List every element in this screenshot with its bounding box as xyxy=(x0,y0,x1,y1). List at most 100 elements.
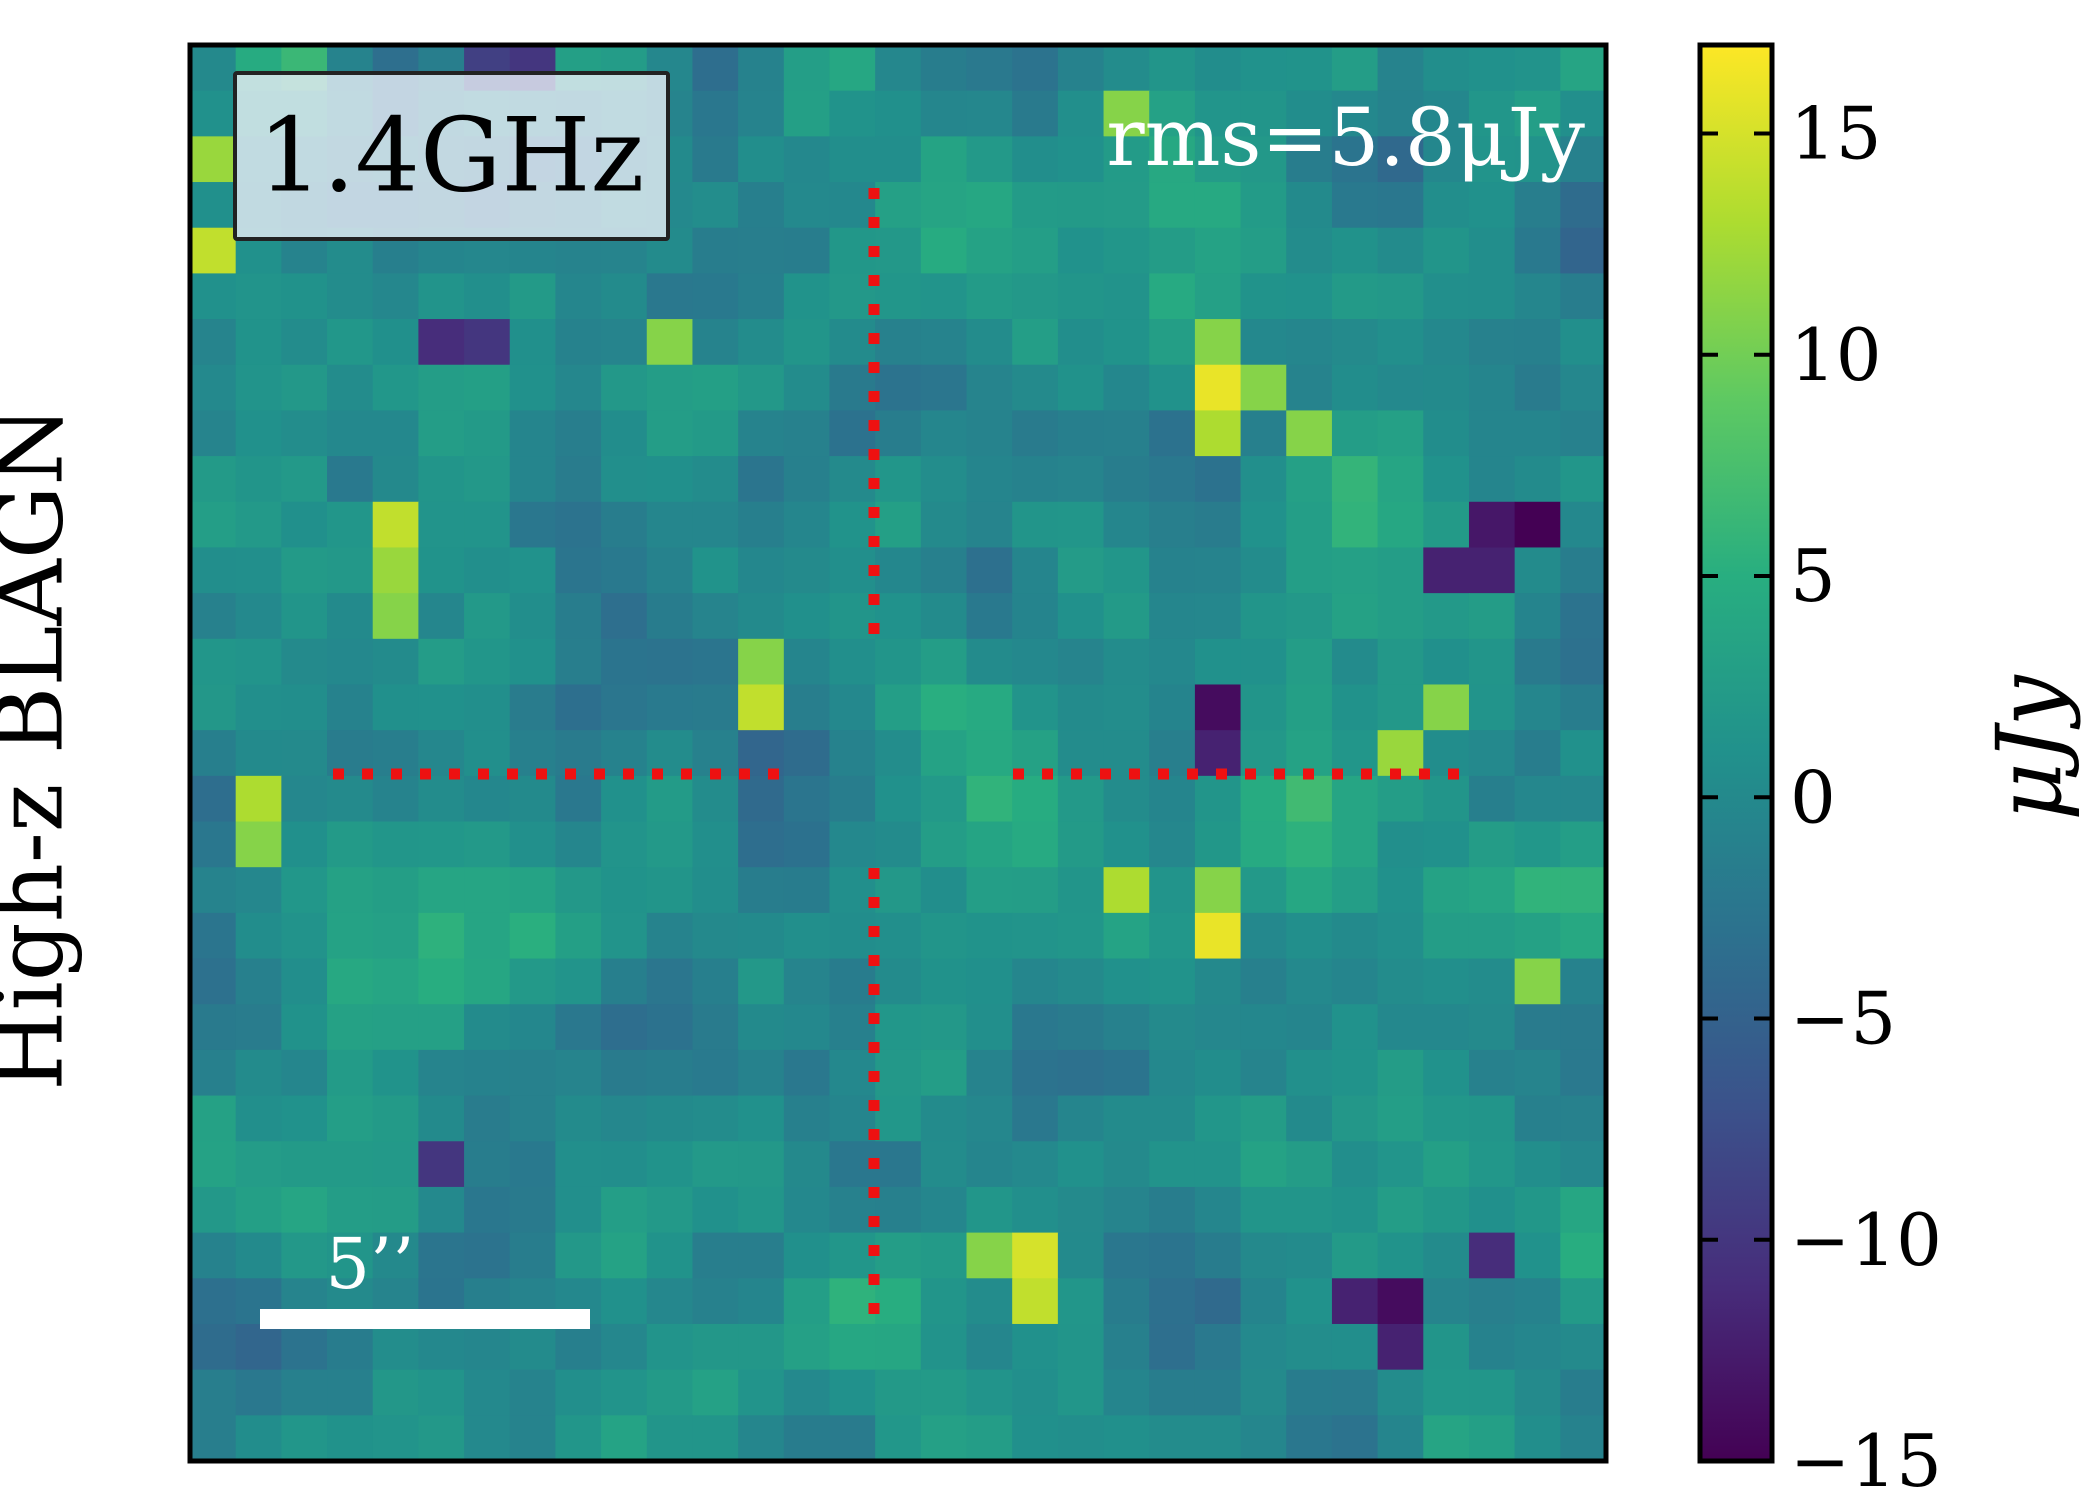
heatmap-cell xyxy=(966,501,1013,549)
heatmap-cell xyxy=(783,730,831,777)
heatmap-cell xyxy=(1514,1415,1561,1462)
heatmap-cell xyxy=(1149,821,1196,868)
heatmap-cell xyxy=(1377,867,1424,914)
heatmap-cell xyxy=(875,684,922,731)
heatmap-cell xyxy=(1057,593,1105,640)
heatmap-cell xyxy=(372,501,419,549)
heatmap-cell xyxy=(601,547,648,594)
heatmap-cell xyxy=(966,1323,1013,1371)
heatmap-cell xyxy=(555,912,602,960)
heatmap-cell xyxy=(1468,1141,1516,1188)
heatmap-cell xyxy=(1560,456,1607,503)
heatmap-cell xyxy=(1240,684,1287,731)
colorbar-gradient xyxy=(1700,45,1772,1461)
heatmap-cell xyxy=(738,364,785,412)
heatmap-cell xyxy=(1149,867,1196,914)
heatmap-cell xyxy=(1423,684,1470,731)
heatmap-cell xyxy=(1240,775,1287,823)
heatmap-cell xyxy=(418,547,465,594)
heatmap-cell xyxy=(327,1095,374,1142)
heatmap-cell xyxy=(1377,1049,1424,1097)
heatmap-cell xyxy=(1012,958,1059,1005)
heatmap-cell xyxy=(1194,1141,1242,1188)
heatmap-cell xyxy=(1057,684,1105,731)
heatmap-cell xyxy=(966,684,1013,731)
heatmap-cell xyxy=(555,684,602,731)
heatmap-cell xyxy=(1423,90,1470,137)
heatmap-cell xyxy=(1286,1095,1333,1142)
heatmap-cell xyxy=(418,638,465,686)
heatmap-cell xyxy=(1560,319,1607,366)
heatmap-cell xyxy=(1331,364,1379,412)
heatmap-cell xyxy=(1012,136,1059,183)
heatmap-cell xyxy=(190,273,237,320)
heatmap-cell xyxy=(1057,1186,1105,1234)
heatmap-cell xyxy=(1331,1232,1379,1279)
heatmap-cell xyxy=(601,1141,648,1188)
heatmap-cell xyxy=(829,1049,876,1097)
heatmap-cell xyxy=(1514,456,1561,503)
heatmap-cell xyxy=(1057,1095,1105,1142)
heatmap-cell xyxy=(920,456,968,503)
heatmap-cell xyxy=(1514,775,1561,823)
heatmap-cell xyxy=(1377,1004,1424,1051)
colorbar-tick-label: 0 xyxy=(1790,755,1836,839)
heatmap-cell xyxy=(1331,867,1379,914)
heatmap-cell xyxy=(875,958,922,1005)
heatmap-cell xyxy=(1012,1323,1059,1371)
heatmap-cell xyxy=(1012,775,1059,823)
heatmap-cell xyxy=(1423,547,1470,594)
heatmap-cell xyxy=(966,593,1013,640)
heatmap-cell xyxy=(738,410,785,457)
heatmap-cell xyxy=(920,1049,968,1097)
heatmap-cell xyxy=(1149,684,1196,731)
heatmap-cell xyxy=(829,364,876,412)
heatmap-cell xyxy=(1194,684,1242,731)
heatmap-cell xyxy=(418,1049,465,1097)
heatmap-cell xyxy=(1057,821,1105,868)
heatmap-cell xyxy=(464,1415,511,1462)
heatmap-cell xyxy=(1149,227,1196,274)
heatmap-cell xyxy=(920,775,968,823)
heatmap-cell xyxy=(418,593,465,640)
heatmap-cell xyxy=(1240,1323,1287,1371)
heatmap-cell xyxy=(1423,1186,1470,1234)
heatmap-cell xyxy=(235,775,282,823)
heatmap-cell xyxy=(1514,501,1561,549)
heatmap-cell xyxy=(1514,912,1561,960)
heatmap-cell xyxy=(372,1369,419,1416)
heatmap-cell xyxy=(281,912,328,960)
heatmap-cell xyxy=(738,319,785,366)
heatmap-cell xyxy=(372,1095,419,1142)
heatmap-cell xyxy=(372,1141,419,1188)
heatmap-cell xyxy=(1468,775,1516,823)
colorbar-tick-label: −10 xyxy=(1790,1198,1942,1282)
heatmap-cell xyxy=(1286,775,1333,823)
heatmap-cell xyxy=(1560,1369,1607,1416)
heatmap-cell xyxy=(1057,456,1105,503)
heatmap-cell xyxy=(1331,1095,1379,1142)
heatmap-cell xyxy=(1194,1415,1242,1462)
heatmap-cell xyxy=(1377,45,1424,92)
heatmap-cell xyxy=(1560,1141,1607,1188)
heatmap-cell xyxy=(1194,1186,1242,1234)
heatmap-cell xyxy=(783,547,831,594)
heatmap-cell xyxy=(692,273,739,320)
heatmap-cell xyxy=(464,821,511,868)
heatmap-cell xyxy=(966,182,1013,229)
heatmap-cell xyxy=(1240,1141,1287,1188)
heatmap-cell xyxy=(1514,136,1561,183)
heatmap-cell xyxy=(1331,1049,1379,1097)
heatmap-cell xyxy=(509,1049,557,1097)
colorbar-tick-label: 10 xyxy=(1790,313,1882,397)
heatmap-cell xyxy=(829,319,876,366)
heatmap-cell xyxy=(829,730,876,777)
heatmap-cell xyxy=(1468,1095,1516,1142)
heatmap-cell xyxy=(966,547,1013,594)
heatmap-cell xyxy=(738,547,785,594)
heatmap-cell xyxy=(1514,182,1561,229)
heatmap-cell xyxy=(235,1232,282,1279)
heatmap-cell xyxy=(1468,456,1516,503)
heatmap-cell xyxy=(1057,319,1105,366)
heatmap-cell xyxy=(555,319,602,366)
